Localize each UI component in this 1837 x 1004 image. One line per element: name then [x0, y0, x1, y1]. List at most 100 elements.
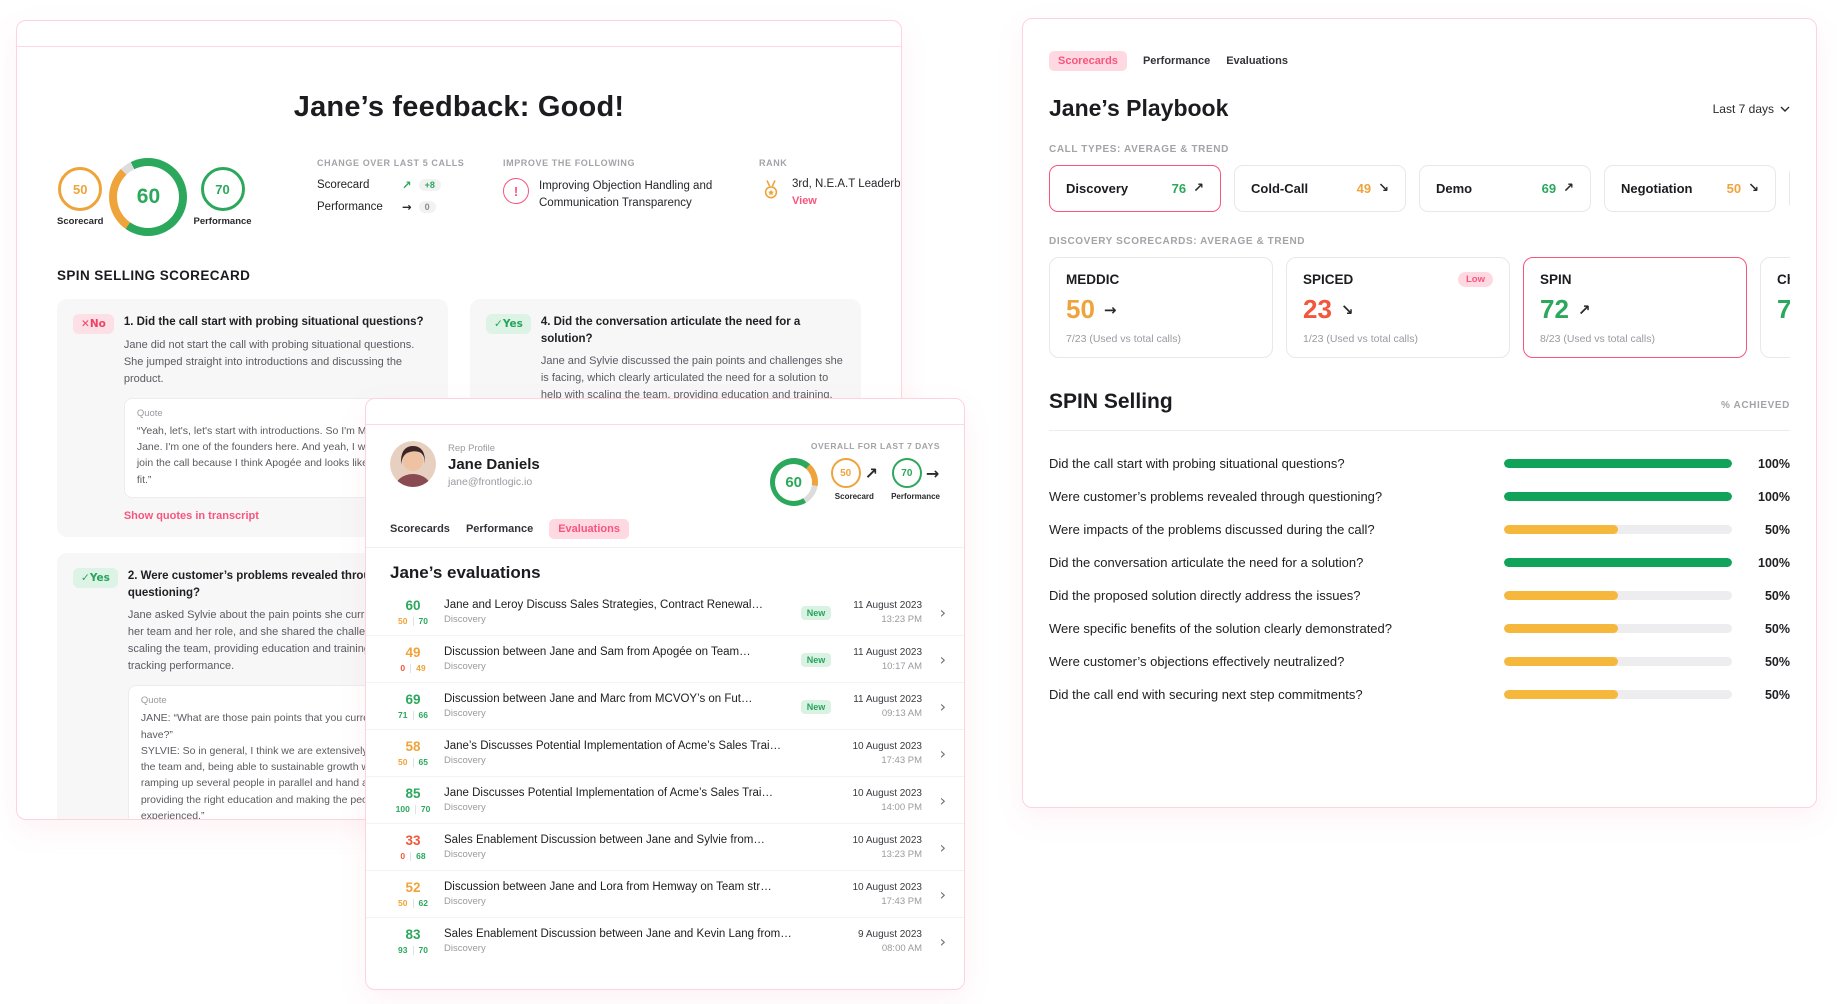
progress-bar	[1504, 525, 1732, 534]
chevron-right-icon[interactable]: ›	[939, 884, 946, 904]
evaluation-row[interactable]: 69 71 66 Discussion between Jane and Marc…	[366, 683, 964, 730]
rank-heading: RANK	[759, 158, 788, 168]
scorecard-value: 50	[73, 181, 88, 197]
call-type-card-closing[interactable]: Closing	[1789, 165, 1790, 212]
scorecard-card-challenger[interactable]: Challenger 71↗	[1760, 257, 1790, 358]
evaluation-title: Sales Enablement Discussion between Jane…	[444, 928, 792, 940]
percent-value: 50%	[1764, 654, 1790, 669]
evaluation-row[interactable]: 85 100 70 Jane Discusses Potential Implem…	[366, 777, 964, 824]
chevron-right-icon[interactable]: ›	[939, 602, 946, 622]
tab-scorecards[interactable]: Scorecards	[1049, 51, 1127, 71]
percent-value: 50%	[1764, 522, 1790, 537]
spin-row: Did the call end with securing next step…	[1049, 687, 1790, 702]
evaluation-title: Discussion between Jane and Marc from MC…	[444, 693, 753, 705]
tab-evaluations[interactable]: Evaluations	[1226, 55, 1288, 67]
achieved-label: % ACHIEVED	[1721, 400, 1790, 411]
improve-text: Improving Objection Handling and Communi…	[539, 180, 713, 209]
verdict-badge-yes: Yes	[486, 314, 531, 334]
progress-bar	[1504, 492, 1732, 501]
change-row-scorecard: Scorecard ↗ +8	[317, 178, 485, 192]
verdict-badge-yes: Yes	[73, 567, 118, 588]
chevron-right-icon[interactable]: ›	[939, 790, 946, 810]
evaluations-heading: Jane’s evaluations	[390, 563, 541, 582]
trend-up-icon: ↗	[864, 463, 879, 483]
progress-bar	[1504, 459, 1732, 468]
rep-profile-label: Rep Profile	[448, 443, 495, 454]
scorecard-card-spin[interactable]: SPIN 72 ↗ 8/23 (Used vs total calls)	[1523, 257, 1747, 358]
call-type-card-demo[interactable]: Demo 69 ↗	[1419, 165, 1591, 212]
panel-header-strip	[366, 399, 964, 425]
call-type: Discovery	[444, 896, 486, 907]
feedback-metrics: 50 Scorecard 60 70 Performance CHANGE OV…	[57, 158, 901, 236]
performance-mini-gauge: 70 → Performance	[891, 458, 940, 501]
show-quotes-link[interactable]: Show quotes in transcript	[123, 509, 259, 522]
playbook-title: Jane’s Playbook	[1049, 95, 1229, 121]
call-type-card-cold-call[interactable]: Cold-Call 49 ↘	[1234, 165, 1406, 212]
trend-down-icon: ↘	[1748, 181, 1759, 196]
usage-caption: 1/23 (Used vs total calls)	[1303, 333, 1418, 345]
call-type: Discovery	[444, 802, 486, 813]
call-type: Discovery	[444, 755, 486, 766]
evaluation-title: Discussion between Jane and Sam from Apo…	[444, 646, 751, 658]
call-type: Discovery	[444, 849, 486, 860]
overall-value: 60	[785, 473, 803, 491]
tab-performance[interactable]: Performance	[465, 523, 534, 535]
percent-value: 50%	[1764, 588, 1790, 603]
score-gauges: 50 Scorecard 60 70 Performance	[57, 158, 299, 236]
evaluation-row[interactable]: 60 50 70 Jane and Leroy Discuss Sales Str…	[366, 589, 964, 636]
rep-profile-header: Rep Profile Jane Daniels jane@frontlogic…	[366, 425, 964, 506]
trend-up-icon: ↗	[1193, 181, 1204, 196]
spin-selling-heading: SPIN Selling	[1049, 390, 1173, 413]
evaluation-row[interactable]: 33 0 68 Sales Enablement Discussion betwe…	[366, 824, 964, 871]
evaluation-row[interactable]: 58 50 65 Jane’s Discusses Potential Imple…	[366, 730, 964, 777]
performance-value: 70	[215, 181, 230, 197]
chevron-right-icon[interactable]: ›	[939, 837, 946, 857]
spin-scorecard-heading: SPIN SELLING SCORECARD	[57, 268, 251, 283]
question-summary: Jane and Sylvie discussed the pain point…	[540, 355, 843, 418]
chevron-right-icon[interactable]: ›	[939, 743, 946, 763]
call-types-heading: CALL TYPES: AVERAGE & TREND	[1049, 144, 1229, 155]
avatar	[390, 441, 436, 487]
new-badge: New	[800, 606, 832, 620]
overall-value: 60	[136, 185, 161, 208]
chevron-right-icon[interactable]: ›	[939, 931, 946, 951]
call-type-card-negotiation[interactable]: Negotiation 50 ↘	[1604, 165, 1776, 212]
percent-value: 100%	[1758, 489, 1790, 504]
delta-badge: 0	[418, 201, 436, 213]
tab-evaluations[interactable]: Evaluations	[549, 519, 629, 539]
evaluation-row[interactable]: 49 0 49 Discussion between Jane and Sam f…	[366, 636, 964, 683]
improve-heading: IMPROVE THE FOLLOWING	[503, 158, 636, 168]
trend-flat-icon: →	[1103, 300, 1117, 319]
evaluation-row[interactable]: 83 93 70 Sales Enablement Discussion betw…	[398, 927, 946, 955]
performance-gauge-label: Performance	[193, 216, 252, 227]
tab-scorecards[interactable]: Scorecards	[390, 523, 450, 535]
call-type-card-discovery[interactable]: Discovery 76 ↗	[1049, 165, 1221, 212]
percent-value: 50%	[1764, 621, 1790, 636]
trend-down-icon: ↘	[1340, 300, 1354, 319]
evaluation-title: Discussion between Jane and Lora from He…	[444, 881, 772, 893]
chevron-right-icon[interactable]: ›	[939, 696, 946, 716]
scorecard-card-spiced[interactable]: SPICED Low 23 ↘ 1/23 (Used vs total calls…	[1286, 257, 1510, 358]
rank-view-link[interactable]: View	[792, 195, 817, 207]
evaluation-title: Sales Enablement Discussion between Jane…	[444, 834, 765, 846]
evaluation-row[interactable]: 52 50 62 Discussion between Jane and Lora…	[366, 871, 964, 918]
call-type: Discovery	[444, 708, 486, 719]
spin-question-list: Did the call start with probing situatio…	[1049, 430, 1790, 711]
question-text: 4. Did the conversation articulate the n…	[540, 316, 801, 345]
change-row-performance: Performance → 0	[317, 200, 485, 214]
percent-value: 50%	[1764, 687, 1790, 702]
progress-bar	[1504, 690, 1732, 699]
tab-performance[interactable]: Performance	[1142, 55, 1211, 67]
panel-header-strip	[17, 21, 901, 47]
scorecard-card-meddic[interactable]: MEDDIC 50 → 7/23 (Used vs total calls)	[1049, 257, 1273, 358]
percent-value: 100%	[1758, 555, 1790, 570]
trend-up-icon: ↗	[1563, 181, 1574, 196]
delta-badge: +8	[418, 179, 441, 191]
spin-row: Did the call start with probing situatio…	[1049, 456, 1790, 471]
date-range-select[interactable]: Last 7 days	[1713, 102, 1790, 116]
chevron-right-icon[interactable]: ›	[939, 649, 946, 669]
scorecard-gauge-label: Scorecard	[57, 216, 104, 227]
rep-email: jane@frontlogic.io	[448, 476, 533, 488]
trend-down-icon: ↘	[1378, 181, 1389, 196]
